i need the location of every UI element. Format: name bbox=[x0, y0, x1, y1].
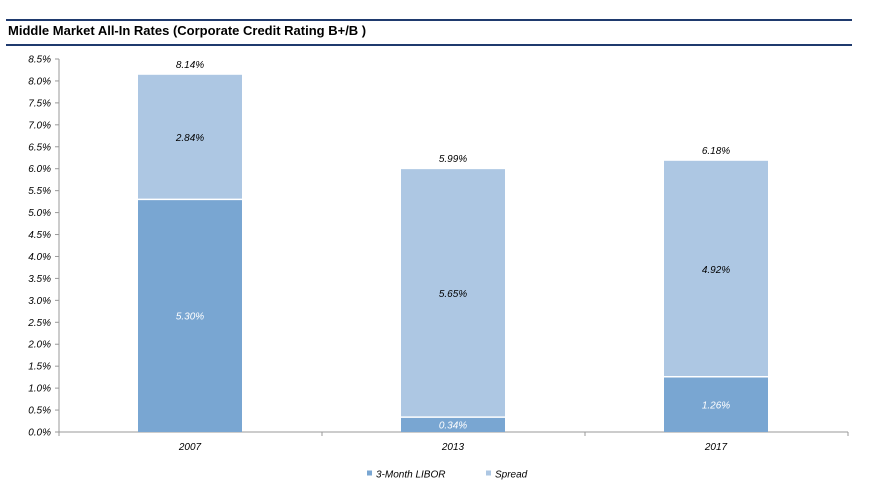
chart-title: Middle Market All-In Rates (Corporate Cr… bbox=[8, 23, 367, 38]
y-tick-label: 2.5% bbox=[27, 318, 51, 329]
data-label-spread-2013: 5.65% bbox=[439, 289, 467, 300]
y-tick-label: 0.0% bbox=[28, 428, 51, 439]
y-tick-label: 8.5% bbox=[28, 55, 51, 66]
y-tick-label: 1.0% bbox=[28, 384, 51, 395]
bar-libor-2013 bbox=[401, 417, 505, 432]
bar-libor-2017 bbox=[664, 376, 768, 432]
legend-label-spread: Spread bbox=[495, 470, 528, 481]
legend-swatch-libor bbox=[367, 470, 372, 476]
data-label-spread-2007: 2.84% bbox=[175, 133, 204, 144]
legend-label-libor: 3-Month LIBOR bbox=[376, 470, 445, 481]
y-tick-label: 4.5% bbox=[28, 230, 51, 241]
y-tick-label: 0.5% bbox=[28, 406, 51, 417]
y-tick-label: 6.0% bbox=[28, 164, 51, 175]
title-rule-bottom bbox=[6, 44, 852, 46]
data-label-total-2017: 6.18% bbox=[702, 146, 730, 157]
bar-libor-2007 bbox=[138, 199, 242, 432]
bar-spread-2007 bbox=[138, 74, 242, 200]
bar-spread-2013 bbox=[401, 169, 505, 418]
title-rule-top bbox=[6, 19, 852, 21]
y-tick-label: 7.5% bbox=[28, 98, 51, 109]
y-tick-label: 5.0% bbox=[28, 208, 51, 219]
y-tick-label: 3.0% bbox=[28, 296, 51, 307]
data-label-spread-2017: 4.92% bbox=[702, 265, 730, 276]
y-tick-label: 4.0% bbox=[28, 252, 51, 263]
x-tick-label-2017: 2017 bbox=[704, 442, 728, 453]
x-tick-label-2013: 2013 bbox=[441, 442, 465, 453]
data-label-libor-2007: 5.30% bbox=[176, 312, 204, 323]
y-tick-label: 6.5% bbox=[28, 142, 51, 153]
y-tick-label: 5.5% bbox=[28, 186, 51, 197]
legend-swatch-spread bbox=[486, 470, 491, 476]
data-label-total-2007: 8.14% bbox=[176, 60, 204, 71]
y-tick-label: 8.0% bbox=[28, 76, 51, 87]
data-label-libor-2017: 1.26% bbox=[702, 400, 730, 411]
x-tick-label-2007: 2007 bbox=[178, 442, 202, 453]
y-tick-label: 7.0% bbox=[28, 120, 51, 131]
bar-spread-2017 bbox=[664, 160, 768, 377]
y-tick-label: 2.0% bbox=[27, 340, 51, 351]
y-tick-label: 3.5% bbox=[28, 274, 51, 285]
data-label-total-2013: 5.99% bbox=[439, 154, 467, 165]
y-tick-label: 1.5% bbox=[28, 362, 51, 373]
data-label-libor-2013: 0.34% bbox=[439, 421, 467, 432]
